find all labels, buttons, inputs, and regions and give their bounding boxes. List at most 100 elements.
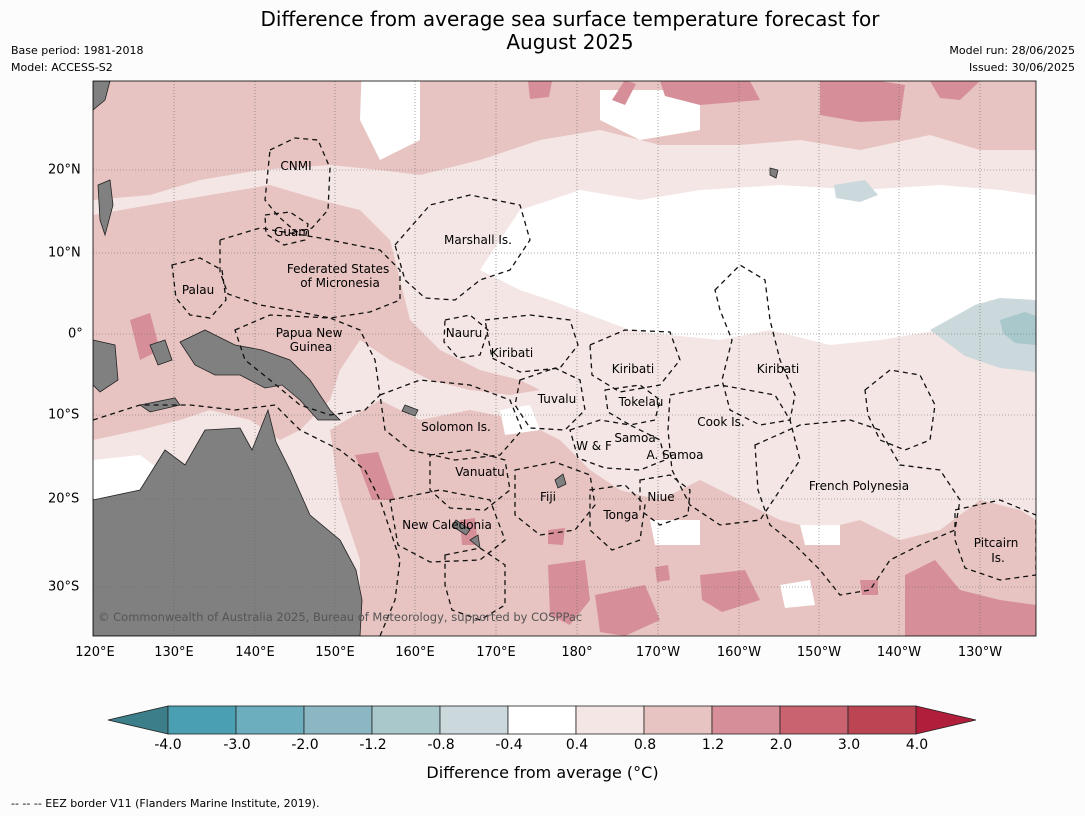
eez-labels: CNMI Guam Marshall Is. Federated States … [182,159,1022,565]
colorbar-tick-label: -1.2 [359,737,387,753]
graticule [93,81,1036,636]
eez-label-tonga: Tonga [602,508,638,522]
eez-border-kiribati-phoenix [589,329,681,393]
anomaly-neutral-patch [800,525,840,545]
eez-label-tuvalu: Tuvalu [537,392,577,406]
colorbar-tick-label: 0.4 [565,737,589,753]
eez-border-niue [639,474,691,526]
title-line-2: August 2025 [506,30,634,54]
eez-label-png: Papua New Guinea [276,326,346,354]
anomaly-neutral-central [480,185,1036,345]
eez-border-new-caledonia [389,489,506,563]
colorbar-bin [779,705,849,735]
colorbar-title: Difference from average (°C) [426,763,659,782]
anomaly-neutral-patch [780,580,815,608]
eez-label-pitcairn: Pitcairn Is. [974,536,1022,565]
eez-footnote: -- -- -- EEZ border V11 (Flanders Marine… [11,797,320,810]
eez-label-palau: Palau [182,283,214,297]
lat-label-20s: 20°S [48,491,80,507]
anomaly-warm-patch [655,565,670,582]
eez-label-guam: Guam [274,225,310,239]
eez-label-cnmi: CNMI [280,159,311,173]
lat-label-10s: 10°S [48,407,80,423]
eez-label-niue: Niue [647,490,674,504]
land-asia [93,81,111,111]
eez-label-french-polynesia: French Polynesia [809,479,909,493]
eez-border-guam [264,211,309,246]
lat-label-30s: 30°S [48,579,80,595]
land-australia [93,408,363,636]
eez-label-american-samoa: A. Samoa [647,448,704,462]
eez-border-cnmi [264,137,331,233]
map-title: Difference from average sea surface temp… [0,8,1085,54]
eez-label-nauru: Nauru [446,326,482,340]
eez-border-fiji [514,461,596,536]
colorbar [107,705,977,735]
land-solomon-is [401,404,419,417]
eez-border-norfolk [444,547,506,621]
colorbar-bin [167,705,237,735]
land-timor [139,397,181,413]
anomaly-warm-patch [820,81,905,122]
eez-label-micronesia: Federated States of Micronesia [287,262,393,290]
eez-border-nauru [443,314,489,359]
eez-borders [93,137,1036,636]
colorbar-bin [847,705,917,735]
eez-border-tuvalu [514,367,586,431]
lon-label-130e: 130°E [154,645,194,660]
colorbar-tick-label: 3.0 [837,737,861,753]
anomaly-warm-patch [548,560,590,625]
colorbar-tick-label: 0.8 [633,737,657,753]
eez-label-kiribati-phoenix: Kiribati [612,362,654,376]
anomaly-neutral-patch [500,405,540,435]
eez-border-marshall [394,194,531,301]
colorbar-bin [371,705,441,735]
lat-label-10n: 10°N [48,245,81,261]
colorbar-tick-label: -2.0 [291,737,319,753]
eez-border-australia [93,404,401,636]
anomaly-warm-patch [660,81,760,105]
colorbar-bin [711,705,781,735]
eez-border-palau [171,257,227,319]
colorbar-tick-label: -4.0 [154,737,182,753]
anomaly-cool-east [930,298,1036,372]
lat-label-0: 0° [68,326,83,342]
eez-border-cook [667,384,801,526]
eez-label-solomon: Solomon Is. [421,420,491,434]
model-text: Model: ACCESS-S2 [11,61,113,74]
land-new-zealand-trace [469,534,481,549]
lon-label-130w: 130°W [957,645,1003,660]
eez-label-samoa: Samoa [614,431,655,445]
colorbar-tick-label: 1.2 [701,737,725,753]
land-borneo-sulawesi [93,339,119,393]
colorbar-bin [303,705,373,735]
colorbar-tick-label: -3.0 [223,737,251,753]
colorbar-extension-low [107,705,169,735]
copyright-text: © Commonwealth of Australia 2025, Bureau… [98,610,582,624]
eez-label-wallis-futuna: W & F [576,439,612,453]
anomaly-warm-patch [595,585,660,636]
colorbar-bin [575,705,645,735]
colorbar-bin [507,705,577,735]
anomaly-cool-north [834,180,878,202]
land-hawaii [769,167,779,179]
colorbar-extension-high [915,705,977,735]
colorbar-tick-label: -0.4 [495,737,523,753]
anomaly-warm-patch [548,528,565,545]
meta-left: Base period: 1981-2018 Model: ACCESS-S2 [11,42,143,76]
lon-label-160e: 160°E [395,645,435,660]
land-fiji [554,473,567,489]
lon-label-160w: 160°W [716,645,762,660]
land-masses [93,81,779,636]
eez-label-new-caledonia: New Caledonia [402,518,492,532]
land-philippines [97,179,114,237]
eez-label-fiji: Fiji [540,490,556,504]
lon-label-180: 180° [561,645,593,660]
lon-label-170w: 170°W [635,645,681,660]
eez-label-cook: Cook Is. [697,415,744,429]
anomaly-warm-patch [612,81,636,105]
eez-label-kiribati-line: Kiribati [757,362,799,376]
eez-border-pitcairn [954,499,1036,581]
anomaly-warm-patch [528,81,552,99]
